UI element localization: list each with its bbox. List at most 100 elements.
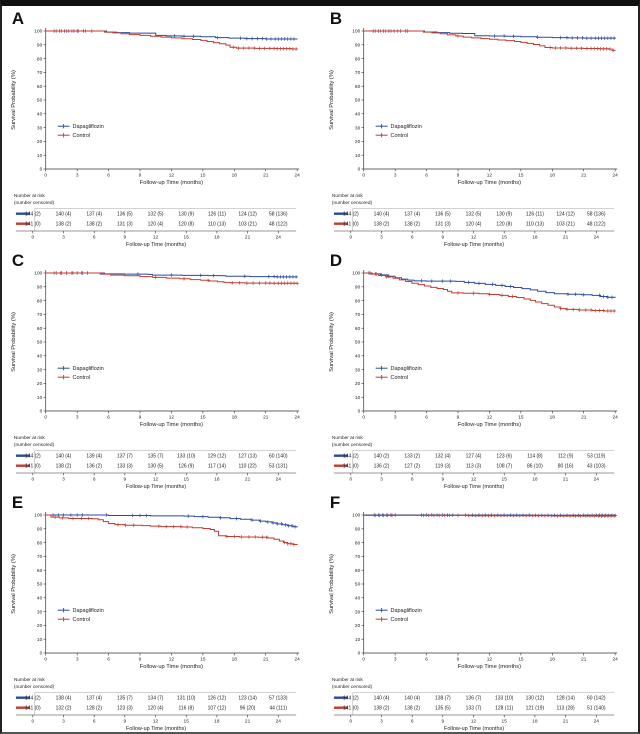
y-tick-label: 30 <box>355 367 361 373</box>
risk-axis-title: Follow-up Time (months) <box>444 726 504 732</box>
legend-label-control: Control <box>391 617 409 623</box>
y-tick-label: 10 <box>37 395 43 401</box>
x-tick-label: 0 <box>44 172 47 178</box>
risk-value: 136 (2) <box>86 463 102 469</box>
y-tick-label: 20 <box>37 623 43 629</box>
risk-axis-tick-label: 0 <box>31 476 34 482</box>
legend-label-dapagliflozin: Dapagliflozin <box>391 366 422 372</box>
risk-axis-title: Follow-up Time (months) <box>444 242 504 248</box>
risk-value: 107 (12) <box>208 705 227 711</box>
x-tick-label: 18 <box>232 414 238 420</box>
risk-axis-tick-label: 21 <box>245 718 251 724</box>
x-tick-label: 18 <box>550 656 556 662</box>
risk-table-header: (number censored) <box>14 684 55 690</box>
risk-value: 141 (0) <box>25 221 41 227</box>
risk-value: 137 (4) <box>404 211 420 217</box>
risk-value: 120 (4) <box>148 221 164 227</box>
y-tick-label: 90 <box>37 42 43 48</box>
risk-value: 133 (3) <box>117 463 133 469</box>
risk-table-header: (number censored) <box>14 442 55 448</box>
risk-axis-tick-label: 6 <box>411 476 414 482</box>
y-tick-label: 70 <box>355 554 361 560</box>
risk-value: 138 (2) <box>404 221 420 227</box>
risk-value: 123 (14) <box>238 695 257 701</box>
km-curve-control <box>363 30 616 51</box>
x-tick-label: 3 <box>394 656 397 662</box>
risk-axis-tick-label: 6 <box>93 476 96 482</box>
risk-value: 43 (103) <box>587 463 606 469</box>
x-tick-label: 12 <box>169 414 175 420</box>
risk-value: 133 (10) <box>495 695 514 701</box>
y-axis-title: Survival Probability (%) <box>329 312 335 372</box>
risk-value: 132 (2) <box>56 705 72 711</box>
x-tick-label: 3 <box>394 414 397 420</box>
panel-letter: D <box>330 251 342 270</box>
risk-axis-tick-label: 12 <box>471 234 477 240</box>
panel-letter: C <box>12 251 24 270</box>
risk-value: 119 (3) <box>435 463 451 469</box>
x-tick-label: 15 <box>200 414 206 420</box>
x-tick-label: 15 <box>200 172 206 178</box>
risk-axis-tick-label: 3 <box>62 234 65 240</box>
risk-axis-tick-label: 15 <box>184 234 190 240</box>
risk-axis-title: Follow-up Time (months) <box>126 726 186 732</box>
x-tick-label: 12 <box>169 656 175 662</box>
panel-letter: F <box>330 493 340 512</box>
x-tick-label: 12 <box>169 172 175 178</box>
risk-axis-tick-label: 18 <box>214 718 220 724</box>
risk-value: 136 (2) <box>374 463 390 469</box>
risk-value: 133 (2) <box>404 453 420 459</box>
risk-axis-tick-label: 24 <box>594 476 600 482</box>
y-tick-label: 50 <box>37 582 43 588</box>
risk-axis-tick-label: 0 <box>349 476 352 482</box>
risk-value: 128 (2) <box>86 705 102 711</box>
risk-value: 103 (21) <box>238 221 257 227</box>
risk-axis-tick-label: 9 <box>442 476 445 482</box>
y-tick-label: 40 <box>37 111 43 117</box>
x-axis-title: Follow-up Time (months) <box>458 180 521 186</box>
km-curve-dapagliflozin <box>45 30 298 40</box>
x-tick-label: 24 <box>612 172 618 178</box>
risk-value: 144 (2) <box>343 453 359 459</box>
y-tick-label: 10 <box>355 395 361 401</box>
x-tick-label: 15 <box>518 656 524 662</box>
y-tick-label: 30 <box>355 125 361 131</box>
risk-value: 138 (2) <box>374 221 390 227</box>
risk-value: 96 (20) <box>240 705 256 711</box>
risk-axis-tick-label: 24 <box>276 718 282 724</box>
censor-marks-control <box>373 513 616 518</box>
risk-value: 128 (14) <box>556 695 575 701</box>
risk-axis-tick-label: 18 <box>532 476 538 482</box>
y-tick-label: 100 <box>352 29 360 35</box>
x-axis-title: Follow-up Time (months) <box>458 422 521 428</box>
y-tick-label: 40 <box>355 353 361 359</box>
y-tick-label: 60 <box>37 326 43 332</box>
x-tick-label: 6 <box>107 172 110 178</box>
y-tick-label: 80 <box>37 540 43 546</box>
risk-axis-tick-label: 12 <box>153 718 159 724</box>
y-tick-label: 20 <box>37 139 43 145</box>
risk-axis-tick-label: 9 <box>442 234 445 240</box>
y-tick-label: 20 <box>355 139 361 145</box>
legend-label-control: Control <box>73 375 91 381</box>
y-tick-label: 0 <box>40 409 43 415</box>
risk-value: 138 (7) <box>435 695 451 701</box>
risk-axis-tick-label: 3 <box>380 234 383 240</box>
y-tick-label: 0 <box>358 651 361 657</box>
y-tick-label: 40 <box>355 595 361 601</box>
risk-value: 130 (12) <box>526 695 545 701</box>
x-axis-title: Follow-up Time (months) <box>458 664 521 670</box>
y-tick-label: 90 <box>355 42 361 48</box>
risk-value: 48 (122) <box>587 221 606 227</box>
legend-label-control: Control <box>73 617 91 623</box>
y-tick-label: 20 <box>37 381 43 387</box>
risk-value: 135 (7) <box>117 695 133 701</box>
risk-value: 114 (8) <box>527 453 543 459</box>
risk-axis-tick-label: 0 <box>349 234 352 240</box>
legend-label-dapagliflozin: Dapagliflozin <box>391 124 422 130</box>
risk-axis-tick-label: 24 <box>276 234 282 240</box>
